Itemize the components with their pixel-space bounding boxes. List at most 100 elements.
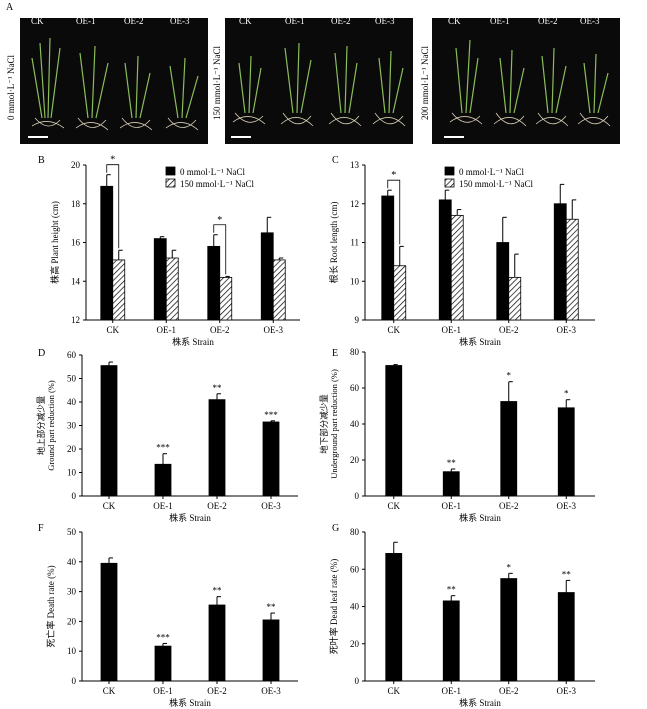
bar: [154, 645, 172, 682]
bar: [100, 365, 118, 497]
x-axis-label: 株系 Strain: [459, 512, 501, 523]
x-tick-label: OE-1: [442, 686, 462, 696]
y-tick-label: 40: [67, 397, 77, 407]
scale-bar: [28, 136, 48, 138]
bar: [100, 185, 114, 321]
significance-star: *: [507, 562, 512, 572]
bar: [557, 592, 575, 682]
y-tick-label: 20: [350, 639, 360, 649]
x-tick-label: OE-2: [210, 325, 230, 335]
x-tick-label: OE-1: [153, 501, 173, 511]
bar: [207, 245, 221, 321]
condition-label-200mm: 200 mmol·L⁻¹ NaCl: [420, 46, 430, 120]
bar: [442, 600, 460, 682]
y-tick-label: 12: [350, 199, 359, 209]
legend-swatch: [165, 178, 176, 188]
photo-200mm-strain-oe2: OE-2: [538, 18, 558, 26]
bar: [565, 218, 579, 321]
legend-label: 0 mmol·L⁻¹ NaCl: [459, 167, 524, 177]
y-tick-label: 50: [67, 527, 77, 537]
photo-0mm: CK OE-1 OE-2 OE-3: [20, 18, 208, 144]
chart-c: 9 10 11 12 13 CK OE-1 OE-2 OE-3 * 株系 Strain 根长 Root…: [328, 160, 595, 347]
y-tick-label: 14: [71, 276, 81, 286]
x-tick-label: OE-3: [557, 501, 577, 511]
y-axis-label: 死叶率 Dead leaf rate (%): [328, 559, 339, 654]
y-tick-label: 10: [67, 468, 77, 478]
panel-letter-a: A: [6, 2, 14, 13]
x-tick-label: CK: [387, 325, 400, 335]
photo-0mm-strain-oe3: OE-3: [170, 18, 190, 26]
photo-150mm: CK OE-1 OE-2 OE-3: [225, 18, 413, 144]
bar: [381, 195, 395, 321]
plant-drawing-0mm: [31, 37, 199, 131]
bar: [272, 259, 286, 321]
significance-star: **: [267, 602, 277, 612]
x-tick-label: OE-2: [499, 501, 519, 511]
bar: [208, 399, 226, 497]
bar: [260, 232, 274, 321]
x-tick-label: OE-2: [499, 686, 519, 696]
legend-swatch: [444, 178, 455, 188]
bar: [450, 214, 464, 321]
bar: [508, 276, 522, 321]
photo-200mm-strain-oe3: OE-3: [580, 18, 600, 26]
bar: [165, 257, 179, 321]
x-tick-label: OE-3: [557, 325, 577, 335]
y-axis-label: 株高 Plant height (cm): [49, 201, 60, 284]
scale-bar: [444, 136, 464, 138]
bar: [112, 259, 126, 321]
x-axis-label: 株系 Strain: [172, 336, 214, 347]
panel-letter-f: F: [38, 523, 44, 534]
x-tick-label: OE-3: [261, 501, 281, 511]
y-axis-label: 死亡率 Death rate (%): [45, 565, 56, 647]
y-tick-label: 20: [67, 444, 77, 454]
significance-star: ***: [156, 443, 170, 453]
plant-drawing-200mm: [449, 39, 611, 127]
condition-label-0mm: 0 mmol·L⁻¹ NaCl: [6, 55, 16, 120]
legend-label: 150 mmol·L⁻¹ NaCl: [180, 179, 254, 189]
x-axis-label: 株系 Strain: [459, 697, 501, 708]
plant-drawing-150mm: [232, 42, 406, 127]
y-tick-label: 9: [355, 315, 360, 325]
y-tick-label: 20: [67, 616, 77, 626]
y-tick-label: 20: [350, 455, 360, 465]
bar: [100, 562, 118, 682]
bar: [219, 276, 233, 321]
x-tick-label: CK: [387, 501, 400, 511]
x-tick-label: OE-1: [153, 686, 173, 696]
y-tick-label: 13: [350, 160, 360, 170]
y-tick-label: 30: [67, 421, 77, 431]
significance-star: ***: [264, 410, 278, 420]
significance-bracket: [213, 224, 227, 275]
x-tick-label: OE-3: [264, 325, 284, 335]
bar: [154, 463, 172, 497]
bar: [262, 421, 280, 497]
x-tick-label: OE-2: [207, 686, 227, 696]
photo-150mm-strain-oe2: OE-2: [331, 18, 351, 26]
panel-letter-b: B: [38, 155, 45, 166]
photo-150mm-strain-ck: CK: [239, 18, 252, 26]
significance-star: **: [213, 586, 223, 596]
x-axis-label: 株系 Strain: [169, 697, 211, 708]
significance-star: *: [507, 371, 512, 381]
y-tick-label: 11: [350, 238, 359, 248]
significance-star: *: [217, 215, 222, 226]
y-tick-label: 40: [350, 419, 360, 429]
chart-b: 12 14 16 18 20 CK OE-1 OE-2 OE-3 * * 株系 Strain 株高 Pl…: [49, 155, 300, 347]
x-tick-label: OE-3: [557, 686, 577, 696]
y-tick-label: 50: [67, 374, 77, 384]
photo-0mm-strain-ck: CK: [31, 18, 44, 26]
y-tick-label: 80: [350, 347, 360, 357]
bar: [393, 265, 407, 321]
photo-0mm-strain-oe2: OE-2: [124, 18, 144, 26]
x-tick-label: OE-3: [261, 686, 281, 696]
bar: [153, 238, 167, 321]
bar: [385, 365, 403, 497]
condition-label-150mm: 150 mmol·L⁻¹ NaCl: [212, 46, 222, 120]
x-axis-label: 株系 Strain: [169, 512, 211, 523]
x-axis-label: 株系 Strain: [459, 336, 501, 347]
y-tick-label: 10: [350, 276, 360, 286]
